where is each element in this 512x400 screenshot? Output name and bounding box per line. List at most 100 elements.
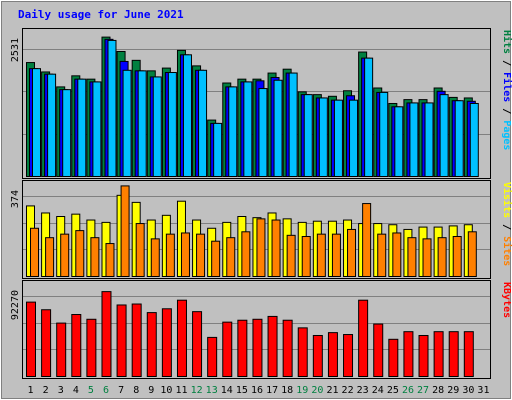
chart-labels: 2531 Hits / Files / Pages 374 Visits / Site…	[10, 30, 512, 396]
bar-sites-20	[316, 233, 326, 278]
bar-pages-27	[424, 102, 434, 177]
day-label: 19	[296, 385, 308, 396]
bar-sites-13	[211, 240, 221, 278]
bar-kbytes-5	[86, 318, 97, 378]
bar-sites-18	[286, 234, 296, 278]
bar-pages-14	[228, 86, 238, 177]
bar-kbytes-6	[101, 291, 112, 378]
bar-sites-14	[226, 237, 236, 277]
legend-entry: /	[501, 102, 512, 120]
day-label: 14	[221, 385, 233, 396]
bar-pages-4	[77, 78, 87, 177]
bar-kbytes-11	[176, 299, 187, 377]
bar-pages-23	[364, 57, 374, 177]
chart-marks	[26, 36, 479, 378]
bar-pages-3	[62, 89, 72, 177]
bar-sites-30	[467, 231, 477, 277]
bar-kbytes-18	[282, 319, 293, 377]
bar-pages-20	[318, 97, 328, 177]
bar-pages-10	[167, 72, 177, 177]
day-label: 8	[133, 385, 139, 396]
day-label: 10	[160, 385, 172, 396]
legend-middle: Visits / Sites	[501, 182, 512, 266]
day-label: 5	[88, 385, 94, 396]
bar-kbytes-22	[343, 334, 354, 377]
bar-kbytes-21	[327, 332, 338, 377]
day-label: 3	[58, 385, 64, 396]
bar-kbytes-23	[358, 299, 369, 377]
bar-sites-6	[105, 243, 115, 277]
legend-entry: /	[501, 218, 512, 236]
legend-entry: KBytes	[501, 282, 512, 318]
bar-kbytes-1	[26, 301, 36, 377]
bar-pages-1	[32, 68, 41, 177]
day-label: 22	[342, 385, 354, 396]
bar-pages-24	[379, 91, 389, 177]
bar-pages-29	[454, 100, 464, 177]
bar-kbytes-4	[71, 314, 82, 378]
bar-pages-8	[137, 70, 147, 177]
bar-sites-21	[331, 233, 341, 278]
day-label: 30	[462, 385, 474, 396]
max-label-bottom: 92270	[10, 290, 21, 320]
bar-kbytes-24	[373, 323, 384, 378]
day-label: 2	[43, 385, 49, 396]
bar-kbytes-25	[388, 338, 399, 377]
max-label-middle: 374	[10, 190, 21, 208]
day-label: 15	[236, 385, 248, 396]
legend-entry: Sites	[501, 236, 512, 266]
day-label: 11	[175, 385, 187, 396]
max-label-top: 2531	[10, 38, 21, 62]
legend-entry: Files	[501, 72, 512, 102]
day-label: 24	[372, 385, 384, 396]
bar-sites-15	[241, 231, 251, 277]
day-label: 18	[281, 385, 293, 396]
day-label: 29	[447, 385, 459, 396]
bar-sites-26	[407, 237, 417, 277]
bar-pages-17	[273, 79, 283, 177]
day-label: 21	[326, 385, 338, 396]
bar-pages-25	[394, 106, 404, 177]
bar-sites-5	[90, 237, 100, 277]
day-label: 27	[417, 385, 429, 396]
bar-kbytes-3	[56, 322, 67, 377]
bar-kbytes-30	[463, 331, 474, 377]
day-label: 25	[387, 385, 399, 396]
bar-sites-29	[452, 236, 462, 277]
bar-kbytes-13	[207, 336, 218, 378]
bar-pages-19	[303, 94, 313, 177]
day-label: 23	[357, 385, 369, 396]
bar-pages-15	[243, 81, 253, 177]
bar-kbytes-27	[418, 334, 429, 378]
bar-pages-11	[182, 54, 192, 177]
bar-pages-26	[409, 102, 419, 177]
bar-sites-16	[256, 218, 266, 277]
bar-kbytes-16	[252, 318, 263, 378]
bar-sites-2	[45, 237, 55, 277]
bar-sites-23	[362, 203, 372, 277]
bar-sites-17	[271, 219, 281, 278]
day-label: 13	[206, 385, 218, 396]
day-label: 7	[118, 385, 124, 396]
legend-entry: Pages	[501, 120, 512, 150]
bar-pages-30	[469, 102, 479, 177]
legend-entry: Visits	[501, 182, 512, 218]
bar-sites-11	[180, 232, 190, 277]
bar-pages-5	[92, 81, 102, 177]
bar-sites-10	[165, 233, 175, 278]
chart-title: Daily usage for June 2021	[18, 8, 184, 21]
bar-pages-22	[349, 99, 359, 177]
day-label: 6	[103, 385, 109, 396]
bar-kbytes-9	[146, 312, 157, 378]
bar-kbytes-26	[403, 331, 414, 377]
bar-sites-1	[30, 227, 39, 278]
day-label: 17	[266, 385, 278, 396]
legend-entry: Hits	[501, 30, 512, 54]
bar-pages-18	[288, 72, 298, 177]
bar-pages-7	[122, 69, 132, 177]
bar-pages-9	[152, 76, 162, 177]
bar-kbytes-10	[161, 308, 172, 377]
bar-kbytes-12	[192, 311, 203, 377]
